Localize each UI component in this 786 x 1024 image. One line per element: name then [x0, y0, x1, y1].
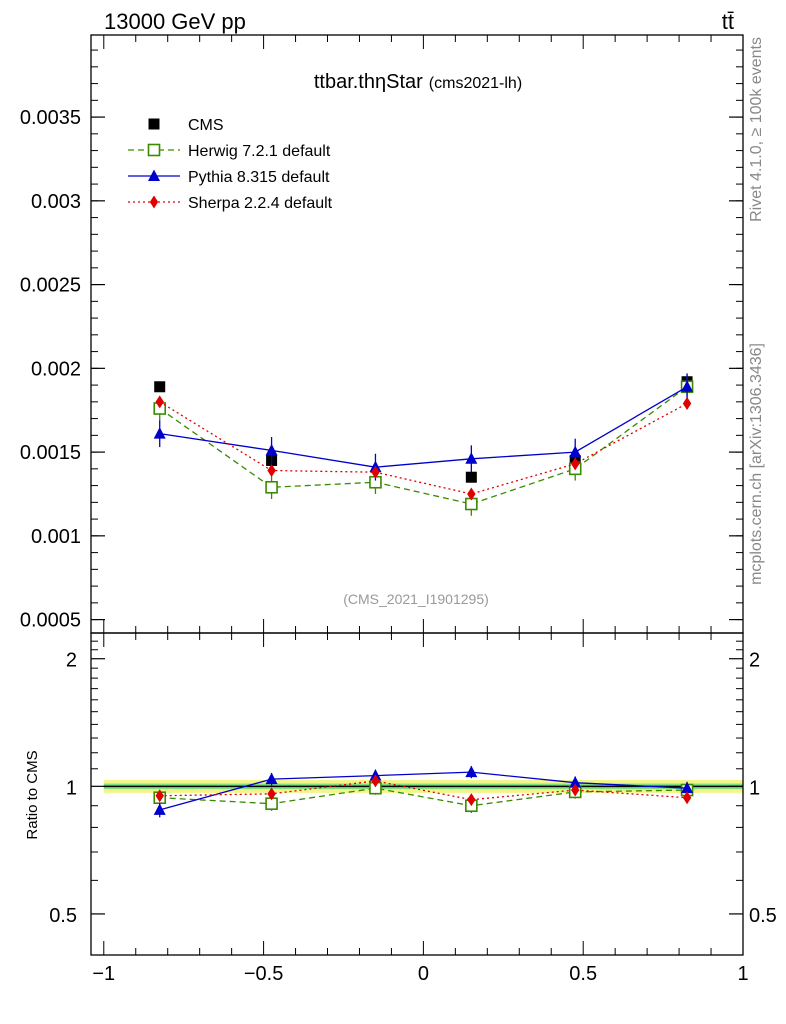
plot-title-main: ttbar.thηStar: [314, 71, 423, 93]
ratio-point-sherpa: [371, 774, 380, 788]
ratio-point-sherpa: [267, 787, 276, 801]
ratio-series: [153, 765, 694, 818]
main-point-sherpa: [571, 457, 580, 471]
main-point-cms: [465, 471, 477, 483]
x-tick-label: −1: [92, 963, 115, 985]
main-point-sherpa: [467, 487, 476, 501]
ratio-point-pythia: [465, 765, 478, 778]
x-tick-label: 0.5: [569, 963, 597, 985]
main-point-sherpa: [682, 397, 692, 411]
main-line-pythia: [159, 386, 688, 468]
main-series: [153, 373, 694, 516]
ratio-panel: 0.5 0.5 1 1 2 2 −1 −0.5 0 0.5 1 Ratio to CMS: [24, 632, 777, 985]
x-tick-label: −0.5: [244, 963, 283, 985]
y-tick-label: 0.003: [31, 191, 81, 213]
ratio-y-tick-label: 2: [66, 650, 77, 672]
ratio-point-sherpa: [155, 789, 164, 803]
main-series-pythia: [153, 373, 694, 481]
y-tick-label: 0.0015: [20, 442, 81, 464]
ratio-point-pythia: [569, 776, 582, 788]
ratio-line-pythia: [159, 771, 688, 811]
legend-label-herwig: Herwig 7.2.1 default: [188, 143, 331, 160]
ratio-y-tick-label-right: 1: [749, 777, 760, 799]
legend-label-cms: CMS: [188, 117, 224, 134]
y-tick-label: 0.002: [31, 358, 81, 380]
ratio-ylabel: Ratio to CMS: [24, 750, 41, 839]
process-label: tt̄: [722, 9, 734, 34]
watermark: (CMS_2021_I1901295): [343, 591, 489, 607]
main-point-sherpa: [371, 465, 380, 479]
ratio-series-sherpa: [155, 774, 692, 807]
ratio-point-sherpa: [682, 791, 692, 805]
ratio-line-herwig: [159, 787, 688, 807]
ratio-axis-ticks: 0.5 0.5 1 1 2 2 −1 −0.5 0 0.5 1: [49, 633, 777, 985]
plot-title: ttbar.thηStar (cms2021-lh): [314, 71, 522, 93]
main-panel: ttbar.thηStar (cms2021-lh) (CMS_2021_I190…: [20, 34, 744, 634]
ratio-point-sherpa: [571, 783, 580, 797]
y-tick-label: 0.0035: [20, 107, 81, 129]
legend-label-pythia: Pythia 8.315 default: [188, 169, 330, 186]
main-series-sherpa: [155, 395, 692, 501]
ratio-y-tick-label-right: 0.5: [749, 905, 777, 927]
main-point-pythia: [265, 443, 278, 456]
y-tick-label: 0.0025: [20, 275, 81, 297]
main-point-pythia: [569, 445, 582, 458]
main-line-herwig: [159, 386, 688, 505]
main-point-pythia: [681, 380, 694, 392]
main-point-sherpa: [267, 464, 276, 478]
ratio-y-tick-label: 1: [66, 777, 77, 799]
x-tick-label: 1: [737, 963, 748, 985]
legend-marker-cms: [148, 118, 160, 130]
energy-label: 13000 GeV pp: [104, 9, 246, 34]
x-tick-label: 0: [418, 963, 429, 985]
main-line-sherpa: [159, 401, 688, 495]
side-label-top: Rivet 4.1.0, ≥ 100k events: [748, 37, 765, 222]
ratio-point-pythia: [153, 803, 166, 815]
main-point-sherpa: [155, 395, 164, 409]
main-point-cms: [154, 381, 166, 393]
main-point-herwig: [265, 480, 278, 494]
ratio-line-sherpa: [159, 780, 688, 801]
legend-marker-sherpa: [149, 195, 159, 209]
y-tick-label: 0.001: [31, 526, 81, 548]
ratio-y-tick-label: 0.5: [49, 905, 77, 927]
legend-marker-herwig: [147, 143, 161, 157]
legend: CMS Herwig 7.2.1 default Pythia 8.315 defa…: [128, 117, 333, 212]
main-point-pythia: [465, 452, 478, 464]
main-axis-ticks: 0.0005 0.001 0.0015 0.002 0.0025 0.003 0.0035: [20, 35, 744, 633]
ratio-point-sherpa: [467, 793, 476, 807]
ratio-point-pythia: [681, 781, 694, 794]
main-series-cms: [154, 376, 693, 488]
side-label-bottom: mcplots.cern.ch [arXiv:1306.3436]: [748, 343, 765, 585]
ratio-point-pythia: [265, 772, 278, 785]
ratio-y-tick-label-right: 2: [749, 650, 760, 672]
ratio-frame: [90, 632, 744, 956]
plot-title-sub: (cms2021-lh): [429, 75, 522, 92]
main-point-pythia: [153, 427, 166, 439]
legend-label-sherpa: Sherpa 2.2.4 default: [188, 195, 333, 212]
legend-marker-pythia: [148, 169, 160, 181]
y-tick-label: 0.0005: [20, 610, 81, 632]
